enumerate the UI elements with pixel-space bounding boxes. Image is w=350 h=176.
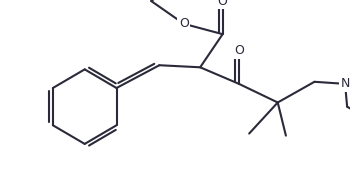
Text: N: N — [341, 77, 350, 90]
Text: O: O — [179, 17, 189, 30]
Text: O: O — [218, 0, 228, 8]
Text: O: O — [234, 44, 244, 57]
